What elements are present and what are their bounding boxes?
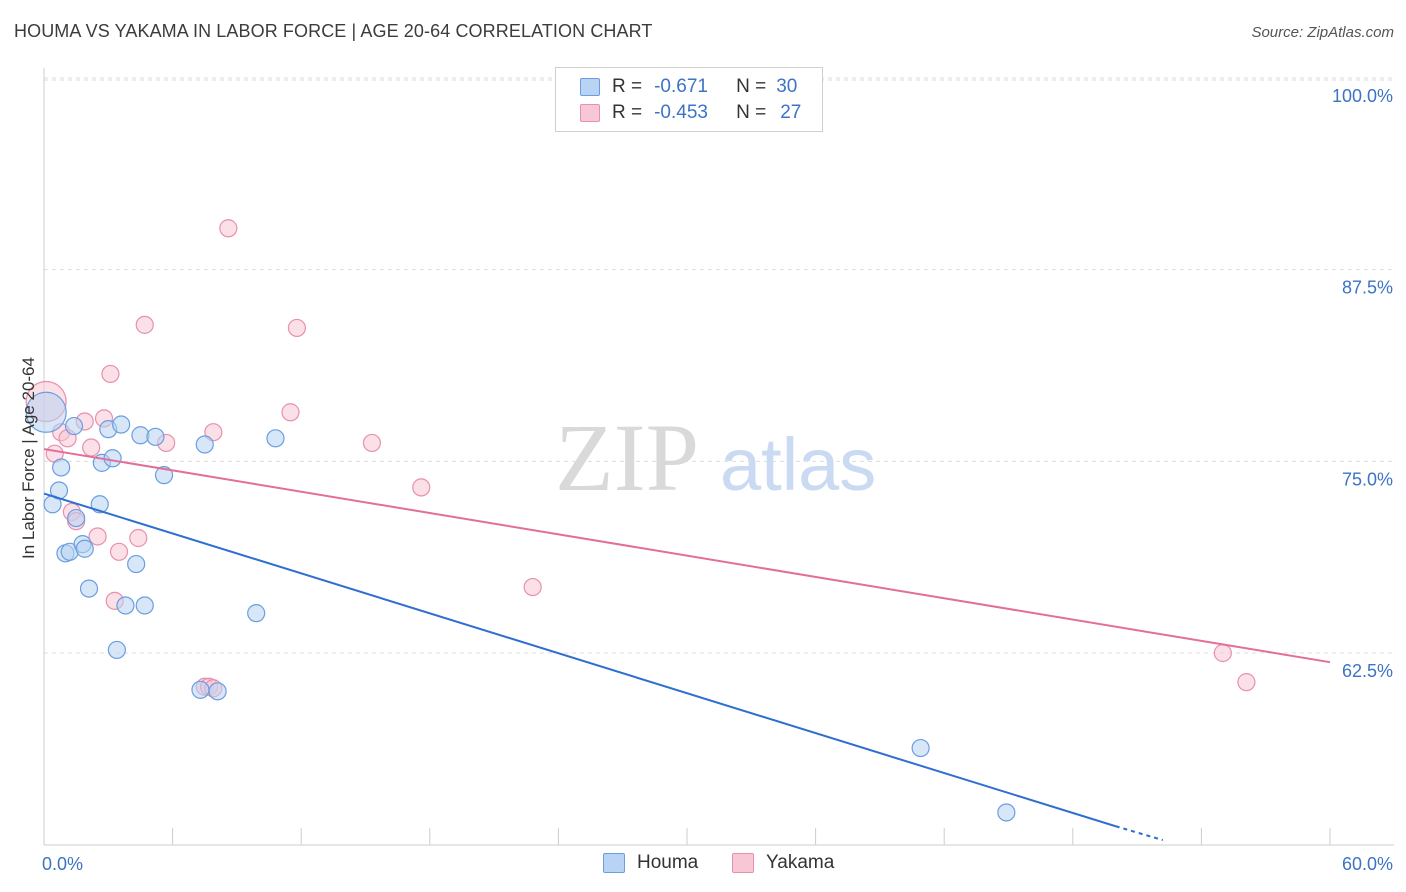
- chart-title: HOUMA VS YAKAMA IN LABOR FORCE | AGE 20-…: [14, 21, 653, 41]
- yakama-point: [101, 364, 120, 384]
- houma-point: [997, 803, 1016, 822]
- houma-point: [75, 539, 94, 558]
- yakama-point: [129, 528, 148, 548]
- yakama-point: [523, 577, 542, 597]
- source-credit: Source: ZipAtlas.com: [1251, 24, 1394, 41]
- yakama-n-value: 27: [780, 102, 802, 123]
- houma-r-value: -0.671: [654, 76, 708, 97]
- yakama-point: [204, 423, 223, 442]
- yakama-point: [82, 438, 101, 457]
- yakama-legend-label: Yakama: [766, 852, 835, 873]
- yakama-point: [287, 318, 307, 338]
- houma-legend-label: Houma: [637, 852, 699, 873]
- houma-trend-extension: [1115, 825, 1164, 842]
- yakama-swatch: [580, 104, 600, 122]
- watermark-atlas: atlas: [720, 423, 876, 506]
- yakama-point: [135, 315, 154, 334]
- yakama-point: [362, 433, 382, 453]
- x-tick-label: 0.0%: [42, 854, 83, 874]
- yakama-r-label: R =: [612, 102, 643, 123]
- y-axis-title: In Labor Force | Age 20-64: [19, 357, 38, 559]
- yakama-point: [109, 542, 129, 561]
- yakama-point: [88, 527, 107, 546]
- legend-row-houma: R = -0.671 N = 30: [580, 76, 797, 98]
- houma-r-label: R =: [612, 76, 643, 97]
- houma-point: [911, 738, 930, 758]
- houma-point: [191, 680, 210, 699]
- watermark-zip: ZIP: [555, 404, 699, 511]
- legend-item-houma: Houma: [603, 852, 698, 874]
- houma-point: [67, 508, 86, 528]
- trend-lines: [43, 448, 1331, 842]
- houma-point: [195, 435, 214, 454]
- houma-point: [112, 415, 131, 434]
- houma-swatch: [580, 78, 600, 96]
- houma-point: [146, 427, 165, 446]
- houma-point: [25, 391, 67, 433]
- stats-legend: R = -0.671 N = 30 R = -0.453 N = 27: [555, 67, 823, 132]
- y-tick-label: 62.5%: [1342, 661, 1393, 681]
- y-tick-label: 87.5%: [1342, 278, 1393, 298]
- houma-point: [52, 458, 71, 477]
- yakama-n-label: N =: [736, 102, 767, 123]
- watermark: ZIP atlas: [555, 404, 876, 511]
- yakama-point: [412, 478, 431, 497]
- yakama-trend-line: [43, 448, 1331, 664]
- houma-point: [208, 682, 227, 701]
- houma-point: [79, 579, 99, 598]
- y-tick-label: 75.0%: [1342, 469, 1393, 489]
- houma-n-label: N =: [736, 76, 767, 97]
- yakama-legend-swatch: [732, 853, 754, 873]
- yakama-r-value: -0.453: [654, 102, 708, 123]
- series-legend: Houma Yakama: [0, 852, 1406, 878]
- yakama-point: [1237, 673, 1256, 692]
- houma-point: [154, 466, 174, 485]
- y-tick-labels: 62.5% 75.0% 87.5% 100.0%: [1332, 86, 1393, 681]
- yakama-point: [1213, 643, 1232, 663]
- yakama-point: [281, 403, 300, 422]
- houma-point: [266, 429, 285, 448]
- x-tick-label: 60.0%: [1342, 854, 1393, 874]
- legend-row-yakama: R = -0.453 N = 27: [580, 102, 801, 124]
- houma-point: [135, 596, 154, 615]
- houma-point: [107, 640, 126, 660]
- houma-legend-swatch: [603, 853, 625, 873]
- houma-point: [103, 449, 122, 468]
- legend-item-yakama: Yakama: [732, 852, 834, 874]
- x-tick-labels: 0.0% 60.0%: [42, 854, 1393, 874]
- houma-point: [131, 426, 150, 445]
- y-tick-label: 100.0%: [1332, 86, 1393, 106]
- houma-point: [116, 596, 135, 615]
- houma-n-value: 30: [776, 76, 798, 97]
- yakama-point: [219, 219, 238, 238]
- gridlines: [44, 77, 1394, 654]
- axes: [43, 68, 1394, 846]
- houma-trend-line: [43, 492, 1116, 828]
- houma-point: [127, 554, 146, 574]
- houma-point: [64, 416, 84, 436]
- x-ticks: [43, 828, 1331, 845]
- houma-point: [247, 604, 266, 623]
